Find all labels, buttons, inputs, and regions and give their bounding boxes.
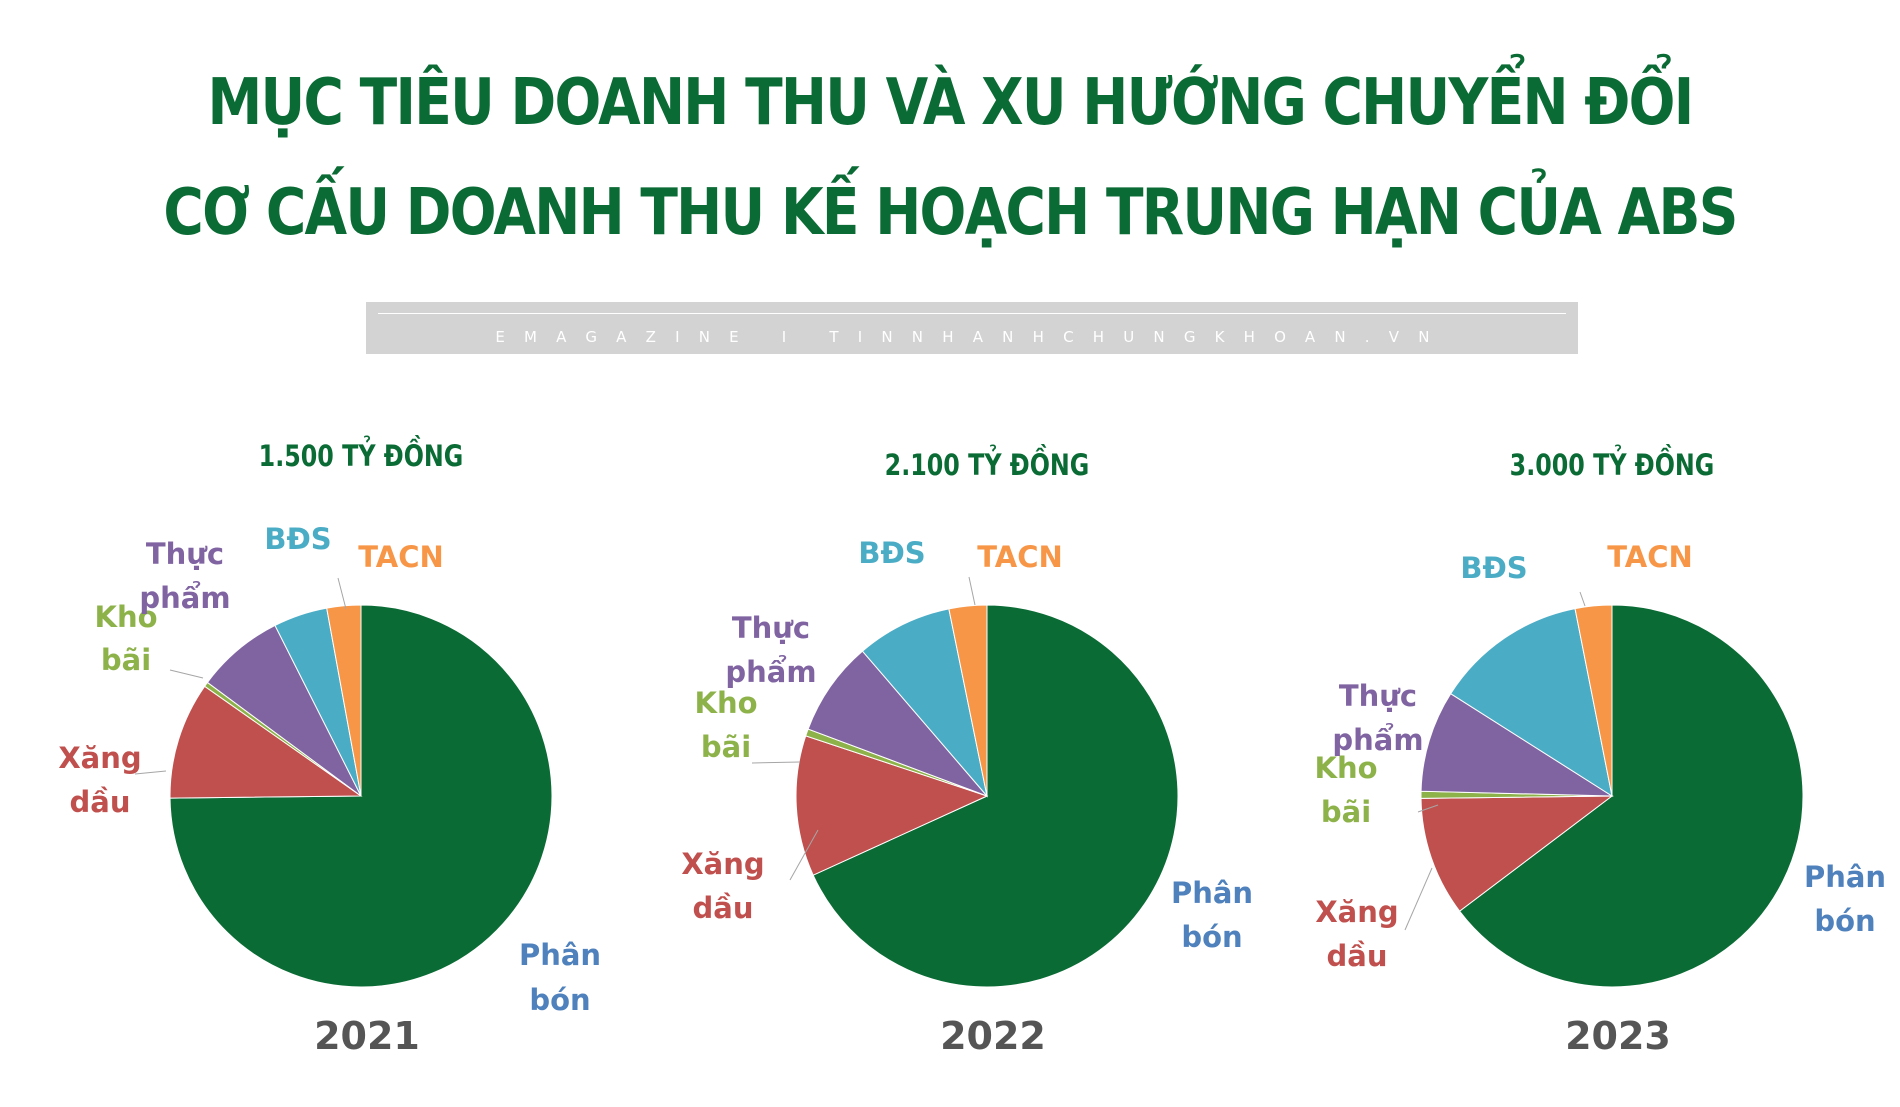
slice-label-2023-bds: BĐS bbox=[1460, 551, 1527, 585]
chart-title-2021: 1.500 TỶ ĐỒNG bbox=[259, 434, 464, 473]
leader-line-2022-1 bbox=[789, 829, 819, 881]
slice-label-2022-tacn: TACN bbox=[977, 540, 1063, 574]
pie-slice-2023-thuc-pham bbox=[1420, 692, 1614, 797]
leader-line-2021-1 bbox=[134, 770, 167, 775]
chart-year-2022: 2022 bbox=[940, 1014, 1046, 1058]
slice-label-2022-kho-bai: Kho bãi bbox=[694, 686, 757, 764]
pie-slice-2022-xang-dau bbox=[795, 735, 989, 876]
pie-slice-2021-tacn bbox=[326, 604, 362, 797]
title-line-1: MỤC TIÊU DOANH THU VÀ XU HƯỚNG CHUYỂN ĐỔ… bbox=[207, 66, 1695, 140]
source-banner: EMAGAZINE I TINNHANHCHUNGKHOAN.VN bbox=[366, 302, 1578, 354]
slice-label-2023-xang-dau: Xăng dầu bbox=[1315, 895, 1398, 973]
slice-label-2021-tacn: TACN bbox=[358, 540, 444, 574]
leader-line-2023-1 bbox=[1404, 867, 1433, 931]
chart-year-2023: 2023 bbox=[1565, 1014, 1671, 1058]
slice-label-2023-phan-bon: Phân bón bbox=[1804, 860, 1886, 938]
slice-label-2022-thuc-pham: Thực phẩm bbox=[725, 611, 816, 689]
slice-label-2023-tacn: TACN bbox=[1607, 540, 1693, 574]
leader-line-2021-2 bbox=[169, 669, 204, 679]
slice-label-2021-phan-bon: Phân bón bbox=[519, 938, 601, 1017]
leader-line-2021-3 bbox=[337, 577, 347, 610]
banner-text: EMAGAZINE I TINNHANHCHUNGKHOAN.VN bbox=[495, 328, 1449, 346]
slice-label-2023-thuc-pham: Thực phẩm bbox=[1332, 679, 1423, 757]
slice-label-2021-xang-dau: Xăng dầu bbox=[58, 741, 141, 819]
leader-line-2023-3 bbox=[1579, 591, 1586, 607]
pie-slice-2022-bds bbox=[861, 608, 988, 798]
leader-line-2022-3 bbox=[968, 576, 976, 606]
pie-slice-2022-tacn bbox=[948, 604, 988, 797]
slice-label-2021-thuc-pham: Thực phẩm bbox=[139, 537, 230, 615]
pie-slice-2023-tacn bbox=[1574, 604, 1613, 797]
pie-slice-2023-xang-dau bbox=[1420, 795, 1614, 912]
banner-rule bbox=[378, 313, 1566, 314]
leader-line-2023-2 bbox=[1417, 804, 1439, 813]
slice-label-2022-phan-bon: Phân bón bbox=[1171, 876, 1253, 954]
title-line-2: CƠ CẤU DOANH THU KẾ HOẠCH TRUNG HẠN CỦA … bbox=[163, 176, 1738, 250]
pie-slice-2022-thuc-pham bbox=[807, 650, 988, 797]
chart-year-2021: 2021 bbox=[314, 1014, 420, 1058]
slice-label-2022-xang-dau: Xăng dầu bbox=[681, 847, 764, 925]
slice-label-2021-kho-bai: Kho bãi bbox=[94, 600, 157, 677]
pie-slice-2023-bds bbox=[1450, 608, 1613, 798]
chart-title-2022: 2.100 TỶ ĐỒNG bbox=[885, 443, 1090, 482]
chart-title-2023: 3.000 TỶ ĐỒNG bbox=[1510, 443, 1715, 482]
slice-label-2022-bds: BĐS bbox=[858, 536, 925, 570]
pie-slice-2023-phan-bon bbox=[1458, 604, 1804, 988]
slice-label-2023-kho-bai: Kho bãi bbox=[1314, 751, 1377, 829]
slice-label-2021-bds: BĐS bbox=[264, 522, 331, 556]
pie-slice-2022-phan-bon bbox=[812, 604, 1179, 988]
pie-slice-2021-xang-dau bbox=[169, 685, 363, 799]
leader-line-2022-2 bbox=[751, 761, 801, 764]
